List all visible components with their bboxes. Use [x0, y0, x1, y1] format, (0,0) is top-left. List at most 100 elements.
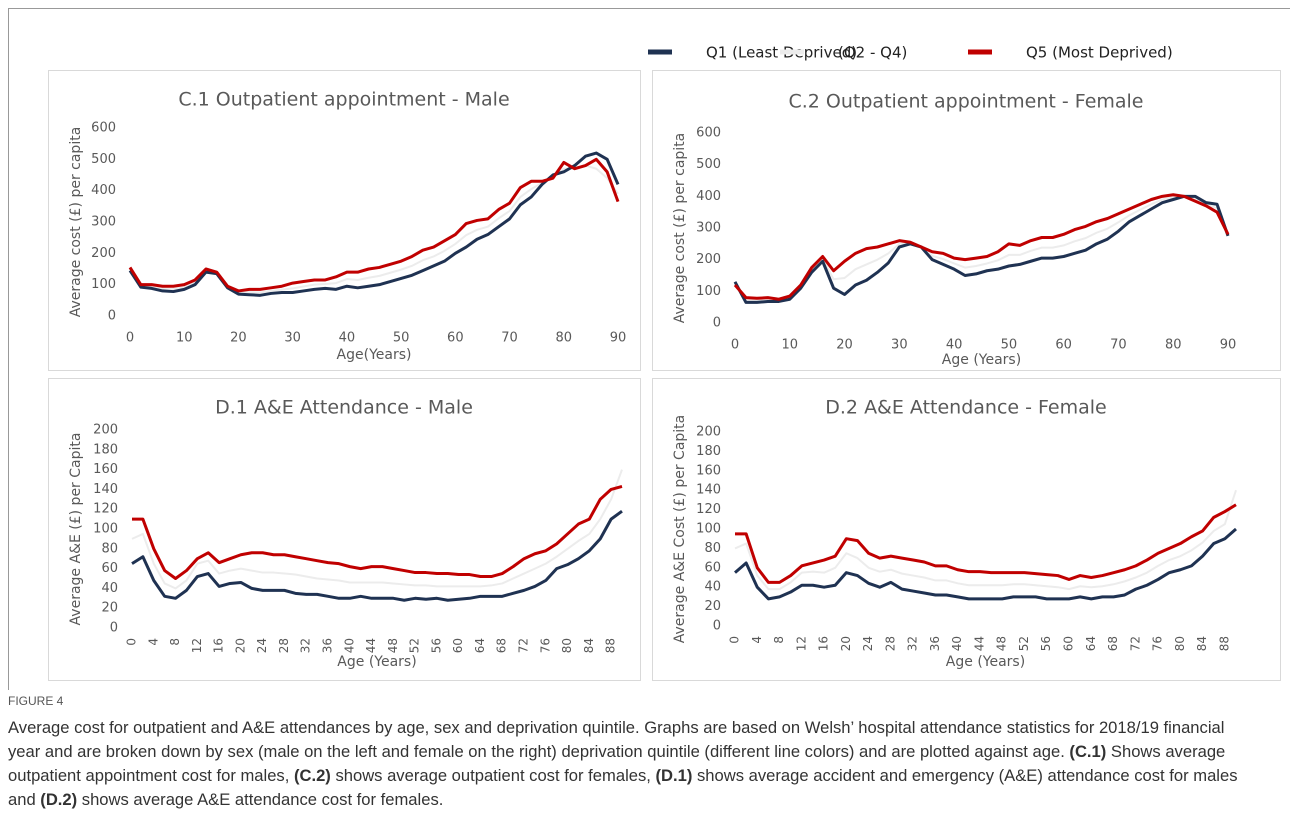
y-axis-label: Average A&E (£) per Capita [68, 433, 84, 626]
y-tick-label: 100 [93, 522, 118, 537]
x-tick-label: 20 [836, 338, 853, 353]
x-tick-label: 72 [517, 638, 531, 653]
caption-ref: (D.2) [40, 790, 78, 809]
x-tick-label: 28 [277, 638, 291, 653]
x-tick-label: 16 [817, 636, 831, 651]
series-line [131, 469, 623, 590]
x-tick-label: 56 [1039, 636, 1053, 651]
x-tick-label: 0 [731, 338, 739, 353]
x-tick-label: 60 [1062, 636, 1076, 651]
x-tick-label: 88 [1217, 636, 1231, 651]
y-tick-label: 500 [91, 152, 116, 167]
panel [652, 70, 1281, 371]
x-tick-label: 80 [556, 331, 573, 346]
y-tick-label: 400 [91, 183, 116, 198]
series-line [735, 503, 1237, 584]
caption-text: Average cost for outpatient and A&E atte… [8, 718, 1225, 761]
y-tick-label: 400 [696, 189, 721, 204]
x-tick-label: 90 [610, 331, 627, 346]
y-tick-label: 180 [696, 444, 721, 459]
x-tick-label: 36 [928, 636, 942, 651]
y-tick-label: 0 [713, 316, 721, 331]
x-tick-label: 20 [839, 636, 853, 651]
chart-title: C.2 Outpatient appointment - Female [788, 91, 1143, 113]
y-tick-label: 100 [91, 277, 116, 292]
x-axis-label: Age(Years) [337, 347, 412, 363]
y-tick-label: 120 [93, 502, 118, 517]
y-tick-label: 140 [93, 482, 118, 497]
series-line [132, 484, 623, 580]
x-tick-label: 60 [1055, 338, 1072, 353]
x-tick-label: 4 [146, 638, 160, 646]
series-line [733, 193, 1230, 301]
x-tick-label: 24 [861, 636, 875, 651]
x-tick-label: 40 [339, 331, 356, 346]
y-tick-label: 160 [93, 462, 118, 477]
x-tick-label: 72 [1128, 636, 1142, 651]
x-tick-label: 30 [284, 331, 301, 346]
x-tick-label: 0 [728, 636, 742, 644]
y-tick-label: 100 [696, 284, 721, 299]
y-tick-label: 40 [704, 580, 721, 595]
x-tick-label: 56 [429, 638, 443, 653]
x-tick-label: 60 [451, 638, 465, 653]
x-tick-label: 24 [255, 638, 269, 653]
x-tick-label: 44 [364, 638, 378, 653]
series-line [128, 157, 620, 293]
x-tick-label: 84 [1195, 636, 1209, 651]
x-tick-label: 52 [1017, 636, 1031, 651]
y-tick-label: 60 [704, 560, 721, 575]
figure-label: FIGURE 4 [8, 694, 64, 708]
y-tick-label: 300 [696, 221, 721, 236]
y-tick-label: 200 [696, 425, 721, 440]
legend-label: (Q2 - Q4) [838, 44, 907, 62]
y-tick-label: 600 [91, 121, 116, 136]
figure-frame [8, 8, 1290, 690]
caption-text: Shows average outpatient appointment cos… [8, 742, 1226, 785]
x-tick-label: 44 [972, 636, 986, 651]
caption: Average cost for outpatient and A&E atte… [8, 716, 1258, 812]
x-tick-label: 20 [230, 331, 247, 346]
x-tick-label: 40 [342, 638, 356, 653]
x-tick-label: 50 [393, 331, 410, 346]
x-tick-label: 40 [950, 636, 964, 651]
x-tick-label: 50 [1001, 338, 1018, 353]
x-tick-label: 20 [233, 638, 247, 653]
y-tick-label: 80 [704, 541, 721, 556]
caption-ref: (C.2) [293, 766, 331, 785]
chart-title: D.1 A&E Attendance - Male [215, 397, 473, 419]
caption-text: shows average outpatient cost for female… [330, 766, 656, 785]
y-tick-label: 600 [696, 126, 721, 141]
x-tick-label: 4 [750, 636, 764, 644]
x-tick-label: 52 [408, 638, 422, 653]
x-tick-label: 40 [946, 338, 963, 353]
x-tick-label: 88 [604, 638, 618, 653]
series-line [734, 527, 1237, 601]
x-tick-label: 64 [1084, 636, 1098, 651]
y-tick-label: 80 [101, 541, 118, 556]
x-tick-label: 68 [1106, 636, 1120, 651]
panel [652, 378, 1281, 681]
legend-label: Q5 (Most Deprived) [1026, 44, 1173, 62]
series-line [734, 195, 1229, 302]
series-line [734, 489, 1237, 591]
y-tick-label: 200 [696, 252, 721, 267]
y-tick-label: 100 [696, 522, 721, 537]
y-tick-label: 200 [93, 423, 118, 438]
x-tick-label: 60 [447, 331, 464, 346]
x-tick-label: 76 [1151, 636, 1165, 651]
y-tick-label: 0 [108, 309, 116, 324]
caption-ref: (D.1) [655, 766, 693, 785]
caption-text: shows average A&E attendance cost for fe… [77, 790, 444, 809]
x-tick-label: 10 [782, 338, 799, 353]
series-line [131, 509, 623, 602]
panel [48, 70, 641, 371]
x-tick-label: 70 [501, 331, 518, 346]
x-tick-label: 68 [495, 638, 509, 653]
x-tick-label: 64 [473, 638, 487, 653]
x-tick-label: 48 [995, 636, 1009, 651]
y-tick-label: 20 [704, 599, 721, 614]
x-tick-label: 8 [772, 636, 786, 644]
x-tick-label: 28 [883, 636, 897, 651]
